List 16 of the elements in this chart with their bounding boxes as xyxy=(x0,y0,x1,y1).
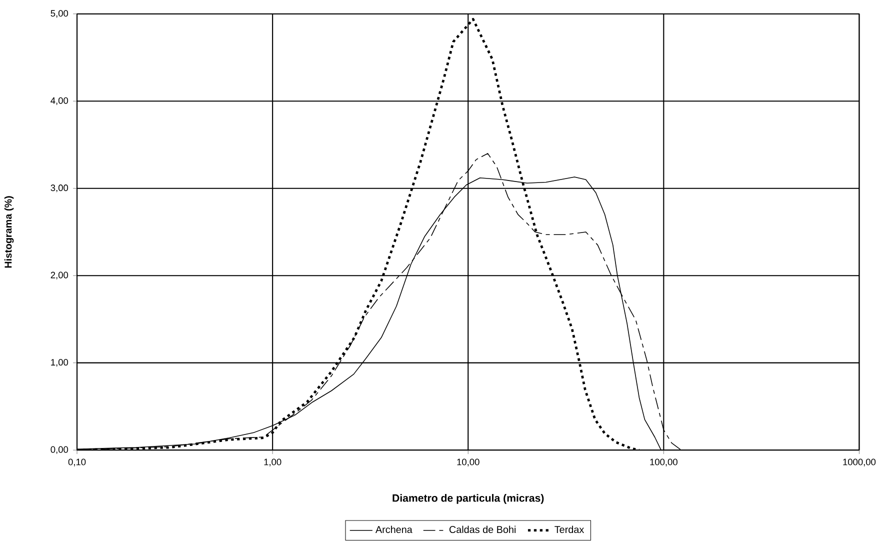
y-tick-label: 0,00 xyxy=(50,446,68,454)
x-tick-label: 1000,00 xyxy=(843,458,876,466)
y-axis-title: Histograma (%) xyxy=(4,196,14,268)
x-tick-label: 100,00 xyxy=(650,458,678,466)
y-tick-label: 2,00 xyxy=(50,272,68,280)
legend-label: Caldas de Bohi xyxy=(449,526,516,533)
legend-label: Archena xyxy=(375,526,412,533)
y-tick-label: 5,00 xyxy=(50,10,68,18)
legend-label: Terdax xyxy=(554,526,584,533)
x-tick-label: 0,10 xyxy=(68,458,86,466)
y-tick-label: 1,00 xyxy=(51,358,68,367)
x-axis-title: Diametro de particula (micras) xyxy=(392,494,544,504)
y-tick-label: 3,00 xyxy=(50,184,68,192)
x-tick-label: 10,00 xyxy=(457,458,480,466)
x-tick-label: 1,00 xyxy=(264,458,282,466)
y-tick-label: 4,00 xyxy=(50,97,68,105)
